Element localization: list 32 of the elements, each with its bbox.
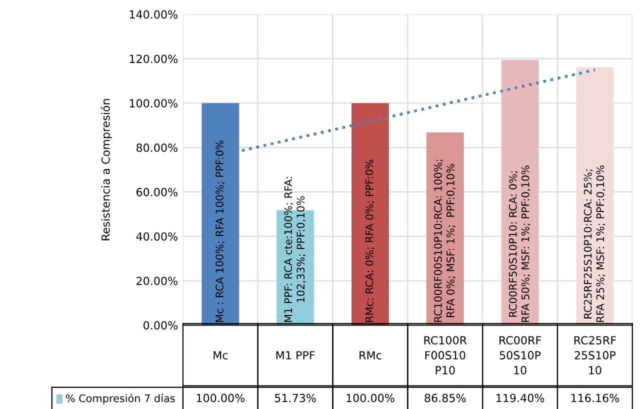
data-label: 116.16% (571, 394, 620, 402)
bar (576, 67, 614, 326)
y-tick-label: 80.00% (136, 144, 178, 152)
annotation: RC00RF50S10P10: RCA: 0%; RFA 50%; MSF: 1%; PPF:0,10% (508, 166, 530, 322)
annotation: RC25RF25S10P10:RCA: 25%; RFA 25%; MSF: 1%; PPF:0,10% (584, 166, 606, 322)
annotation: RC100RF00S10P10:RCA: 100%; RFA 0%; MSF: 1%; PPF:0,10% (434, 160, 456, 322)
y-tick-label: 60.00% (136, 188, 178, 196)
bar (426, 132, 464, 326)
data-label: 100.00% (346, 394, 394, 402)
x-tick-label: RC00RF50S10P10 (500, 336, 541, 374)
y-tick-label: 40.00% (136, 232, 178, 241)
y-tick-label: 100.00% (130, 99, 178, 108)
x-tick-label: RC100RF00S10P10 (424, 336, 467, 374)
y-axis-title: Resistencia a Compresión (100, 99, 112, 240)
y-tick-label: 120.00% (130, 54, 178, 64)
legend-label: % Compresión 7 días (66, 394, 175, 404)
data-label: 119.40% (496, 394, 544, 402)
annotation: Mc : RCA 100%; RFA 100%; PPF:0% (216, 140, 225, 322)
y-tick-label: 0.00% (144, 321, 178, 330)
y-tick-label: 140.00% (130, 10, 178, 19)
x-tick-label: RC25RF25S10P10 (574, 336, 616, 374)
x-tick-label: M1 PPF (276, 351, 315, 360)
bar (501, 60, 539, 326)
data-label: 86.85% (424, 394, 466, 402)
y-tick-label: 20.00% (136, 276, 178, 286)
data-label: 51.73% (274, 394, 316, 402)
x-tick-label: Mc (214, 351, 228, 360)
data-label: 100.00% (196, 394, 245, 402)
x-tick-label: RMc (360, 351, 382, 360)
annotation: RMc: RCA: 0%; RFA 0%; PPF:0% (365, 160, 374, 322)
bar (351, 103, 389, 326)
annotation: M1 PPF: RCA cte:100%; RFA: 102,33%; PPF:0,10% (284, 177, 306, 322)
